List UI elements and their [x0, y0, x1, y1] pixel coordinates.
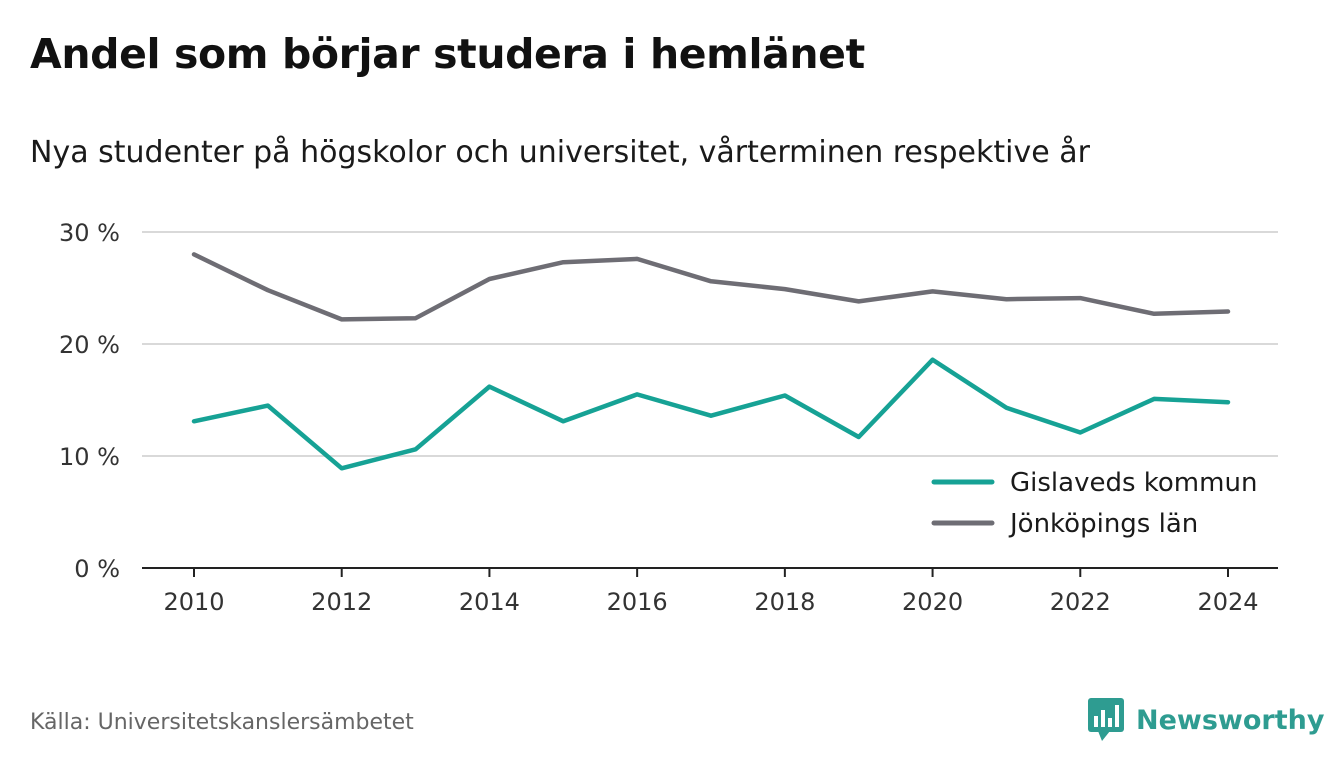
legend-label: Jönköpings län [1008, 509, 1198, 539]
x-tick-label: 2018 [754, 588, 815, 616]
x-tick-label: 2022 [1050, 588, 1111, 616]
source-note: Källa: Universitetskanslersämbetet [30, 710, 414, 735]
brand-name: Newsworthy [1136, 704, 1325, 736]
series-line-jonkopings-lan [191, 252, 1231, 322]
x-tick-label: 2016 [607, 588, 668, 616]
legend-label: Gislaveds kommun [1010, 468, 1257, 498]
chart-subtitle: Nya studenter på högskolor och universit… [30, 135, 1090, 170]
y-tick-label: 10 % [59, 443, 120, 471]
x-tick-label: 2014 [459, 588, 520, 616]
brand-logo: Newsworthy [1088, 697, 1324, 743]
series-line-gislaveds-kommun [191, 357, 1231, 471]
x-tick-label: 2024 [1197, 588, 1258, 616]
x-tick-label: 2020 [902, 588, 963, 616]
y-tick-label: 20 % [59, 331, 120, 359]
x-tick-label: 2010 [163, 588, 224, 616]
y-tick-label: 0 % [74, 555, 120, 583]
chart-title: Andel som börjar studera i hemlänet [30, 30, 865, 78]
x-tick-label: 2012 [311, 588, 372, 616]
y-tick-label: 30 % [59, 219, 120, 247]
newsworthy-logo-icon [1088, 698, 1124, 741]
